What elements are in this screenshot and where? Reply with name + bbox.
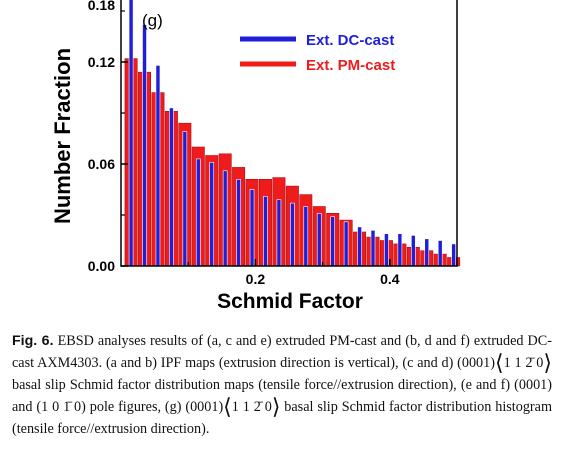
legend-label-pm-cast: Ext. PM-cast xyxy=(306,57,395,74)
legend-label-dc-cast: Ext. DC-cast xyxy=(306,32,394,49)
bar-dc-cast-24 xyxy=(451,243,456,267)
caption-part-1: EBSD analyses results of (a, c and e) ex… xyxy=(12,333,552,371)
bar-dc-cast-10 xyxy=(263,196,268,267)
y-axis: 0.00 0.06 0.12 0.18 xyxy=(88,0,128,274)
caption-part-4: pole figures, (g) xyxy=(85,399,186,415)
caption-plane-4: (0001) xyxy=(185,399,224,415)
bar-dc-cast-22 xyxy=(424,238,430,267)
bar-dc-cast-21 xyxy=(410,235,416,267)
caption-figure-label: Fig. 6. xyxy=(12,333,54,349)
caption-direction-1: 1 1 2̄ 0 xyxy=(503,355,544,371)
bar-dc-cast-6 xyxy=(209,162,215,267)
panel-label: (g) xyxy=(142,11,163,30)
bar-dc-cast-15 xyxy=(330,216,335,267)
bar-dc-cast-1 xyxy=(142,24,147,267)
bar-dc-cast-13 xyxy=(303,206,309,267)
x-axis-label: Schmid Factor xyxy=(217,290,363,313)
bar-dc-cast-17 xyxy=(357,226,362,267)
bar-dc-cast-12 xyxy=(290,202,295,267)
bar-dc-cast-9 xyxy=(249,189,255,267)
schmid-factor-histogram: 0.00 0.06 0.12 0.18 0.2 0.4 (g) Ext. DC-cast… xyxy=(50,0,461,313)
y-tick-label-0: 0.00 xyxy=(88,258,115,274)
histogram-figure: 0.00 0.06 0.12 0.18 0.2 0.4 (g) Ext. DC-cast… xyxy=(50,0,461,313)
bar-dc-cast-16 xyxy=(343,221,349,267)
caption-part-3: and xyxy=(12,399,37,415)
bar-dc-cast-2 xyxy=(155,65,161,267)
y-tick-label-1: 0.06 xyxy=(88,156,115,172)
bar-dc-cast-19 xyxy=(384,233,389,267)
legend: Ext. DC-cast Ext. PM-cast xyxy=(240,32,395,74)
y-tick-label-2: 0.12 xyxy=(88,54,115,70)
caption-direction-2: 1 1 2̄ 0 xyxy=(231,399,272,415)
bar-dc-cast-4 xyxy=(182,131,188,267)
caption-plane-2: (0001) xyxy=(514,377,552,393)
bar-dc-cast-14 xyxy=(316,213,322,267)
bars-group xyxy=(124,0,461,267)
figure-caption: Fig. 6. EBSD analyses results of (a, c a… xyxy=(12,333,552,437)
caption-plane-3: (1 0 1̄ 0) xyxy=(36,399,86,415)
bar-dc-cast-20 xyxy=(397,233,403,267)
y-axis-label: Number Fraction xyxy=(50,48,75,224)
caption-part-2: basal slip Schmid factor distribution ma… xyxy=(12,377,515,393)
bar-dc-cast-0 xyxy=(128,0,134,267)
bar-dc-cast-7 xyxy=(222,170,228,267)
x-axis: 0.2 0.4 xyxy=(187,259,400,287)
y-tick-label-3: 0.18 xyxy=(88,0,115,13)
bar-dc-cast-11 xyxy=(276,199,282,267)
bar-dc-cast-23 xyxy=(437,240,443,267)
bar-dc-cast-3 xyxy=(169,107,174,267)
caption-part-5: basal slip Schmid factor distribution hi… xyxy=(12,399,552,437)
x-tick-label-1: 0.4 xyxy=(380,271,400,287)
caption-plane-1: (0001) xyxy=(457,355,495,371)
bar-dc-cast-8 xyxy=(236,179,241,267)
bar-dc-cast-5 xyxy=(195,158,201,267)
x-tick-label-0: 0.2 xyxy=(246,271,266,287)
bar-dc-cast-18 xyxy=(370,230,376,267)
